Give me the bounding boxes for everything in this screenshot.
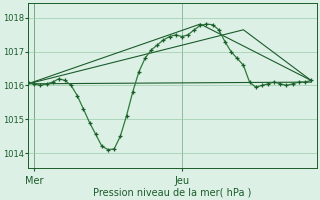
X-axis label: Pression niveau de la mer( hPa ): Pression niveau de la mer( hPa ) <box>93 187 252 197</box>
